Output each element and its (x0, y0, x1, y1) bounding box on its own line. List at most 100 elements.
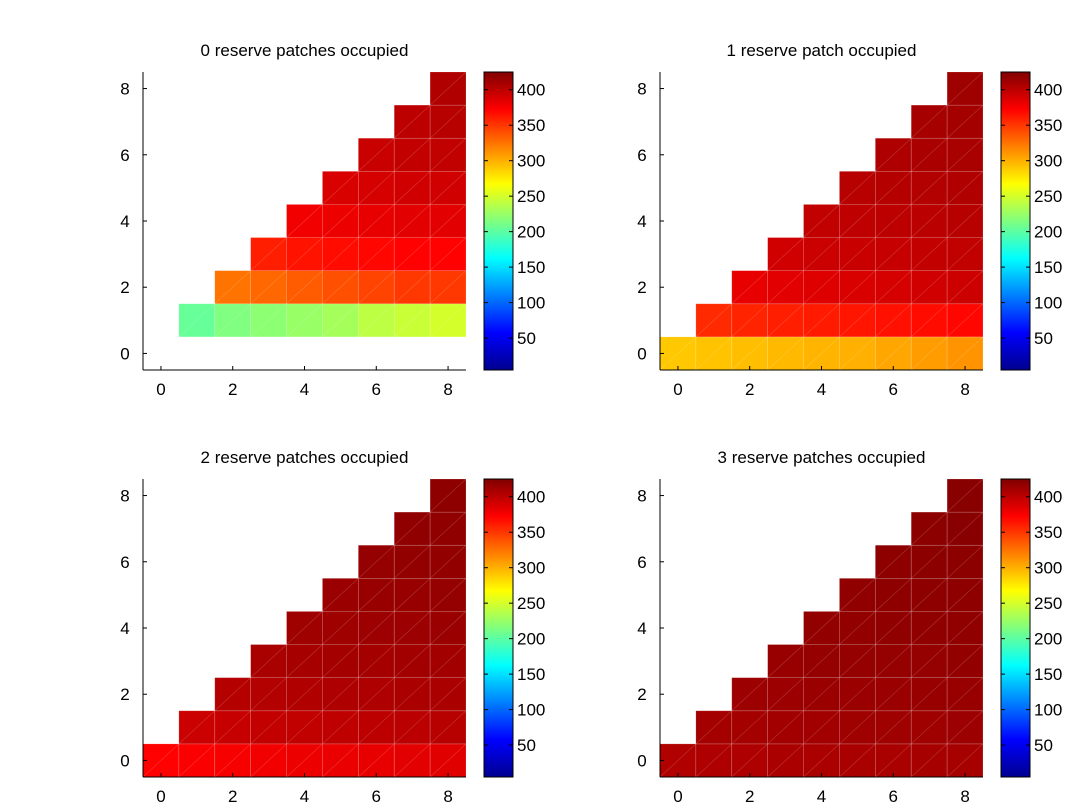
heatmap-cell (946, 644, 984, 679)
heatmap-cell (322, 743, 359, 778)
colorbar-tick-label: 200 (517, 223, 545, 242)
colorbar-tick-label: 100 (1034, 294, 1062, 313)
y-tick-label: 4 (120, 212, 129, 231)
heatmap-cell (429, 137, 467, 172)
cell-diagonal (946, 71, 984, 106)
heatmap-cell (393, 104, 431, 139)
heatmap-cell (429, 644, 467, 679)
chart-title: 2 reserve patches occupied (201, 448, 409, 467)
cell-diagonal (875, 578, 912, 612)
colorbar-tick-label: 400 (1034, 488, 1062, 507)
heatmap-cell (322, 204, 359, 238)
heatmap-cell (429, 303, 467, 338)
heatmap-cell (839, 237, 876, 272)
heatmap-cell (910, 544, 948, 579)
cell-diagonal (286, 204, 323, 238)
colorbar-tick-label: 50 (517, 736, 536, 755)
cell-diagonal (214, 677, 251, 712)
cell-diagonal (875, 137, 912, 172)
colorbar-tick-label: 150 (517, 665, 545, 684)
cell-diagonal (875, 336, 912, 371)
cell-diagonal (250, 270, 287, 305)
chart-title: 0 reserve patches occupied (201, 41, 409, 60)
cell-diagonal (875, 303, 912, 338)
heatmap-cell (357, 611, 395, 645)
heatmap-cell (874, 544, 912, 579)
cell-diagonal (910, 677, 948, 712)
cell-diagonal (429, 478, 467, 513)
cell-diagonal (767, 644, 804, 678)
colorbar-tick-label: 100 (1034, 701, 1062, 720)
cell-diagonal (429, 104, 467, 139)
cell-diagonal (429, 237, 467, 271)
colorbar-tick-label: 350 (517, 116, 545, 135)
heatmap-cell (286, 611, 323, 645)
cell-diagonal (803, 644, 840, 678)
cell-diagonal (767, 237, 804, 271)
heatmap-cell (910, 270, 948, 305)
heatmap-cell (286, 710, 323, 745)
cell-diagonal (142, 743, 180, 778)
heatmap-cell (695, 336, 733, 371)
cell-diagonal (910, 137, 948, 172)
colorbar-tick-label: 50 (517, 329, 536, 348)
heatmap-cell (429, 710, 467, 745)
heatmap-cell (429, 478, 467, 513)
x-tick-label: 2 (228, 380, 237, 399)
heatmap-cell (250, 677, 287, 712)
cell-diagonal (731, 303, 768, 338)
cell-diagonal (910, 611, 948, 645)
heatmap-cell (429, 71, 467, 106)
chart-title: 3 reserve patches occupied (718, 448, 926, 467)
cell-diagonal (250, 710, 287, 745)
heatmap-cell (322, 577, 359, 612)
cell-diagonal (393, 204, 431, 238)
cell-diagonal (839, 578, 876, 612)
y-tick-label: 0 (120, 751, 129, 770)
y-tick-label: 2 (637, 685, 646, 704)
heatmap-cell (250, 644, 287, 679)
cell-diagonal (322, 204, 359, 238)
heatmap-cell (393, 170, 431, 205)
heatmap-cell (874, 170, 912, 205)
cell-diagonal (393, 171, 431, 205)
cell-diagonal (286, 644, 323, 678)
cell-diagonal (429, 137, 467, 172)
cell-diagonal (803, 743, 840, 778)
heatmap-cell (910, 303, 948, 338)
heatmap-cell (803, 611, 840, 645)
heatmap-cell (357, 743, 395, 778)
cell-diagonal (946, 644, 984, 678)
heatmap-cell (839, 677, 876, 712)
y-tick-label: 8 (120, 80, 129, 99)
heatmap-cell (286, 204, 323, 238)
colorbar-tick-label: 250 (517, 187, 545, 206)
heatmap-cell (393, 511, 431, 546)
heatmap-cell (874, 303, 912, 338)
colorbar-tick-label: 50 (1034, 329, 1053, 348)
cell-diagonal (322, 611, 359, 645)
y-tick-label: 2 (120, 685, 129, 704)
heatmap-cell (429, 270, 467, 305)
cell-diagonal (803, 336, 840, 371)
cell-diagonal (393, 578, 431, 612)
heatmap-cell (286, 644, 323, 679)
cell-diagonal (731, 336, 768, 371)
cell-diagonal (358, 171, 395, 205)
heatmap-cell (946, 677, 984, 712)
cell-diagonal (429, 544, 467, 579)
heatmap-cell (286, 237, 323, 272)
heatmap-cell (286, 303, 323, 338)
heatmap-cell (178, 303, 216, 338)
cell-diagonal (393, 544, 431, 579)
colorbar-tick-label: 200 (1034, 223, 1062, 242)
cell-diagonal (731, 270, 768, 305)
cell-diagonal (946, 171, 984, 205)
heatmap-cell (946, 71, 984, 106)
cell-diagonal (393, 237, 431, 271)
cell-diagonal (910, 104, 948, 139)
heatmap-cell (695, 710, 733, 745)
heatmap-cell (839, 577, 876, 612)
cell-diagonal (946, 137, 984, 172)
cell-diagonal (250, 303, 287, 338)
